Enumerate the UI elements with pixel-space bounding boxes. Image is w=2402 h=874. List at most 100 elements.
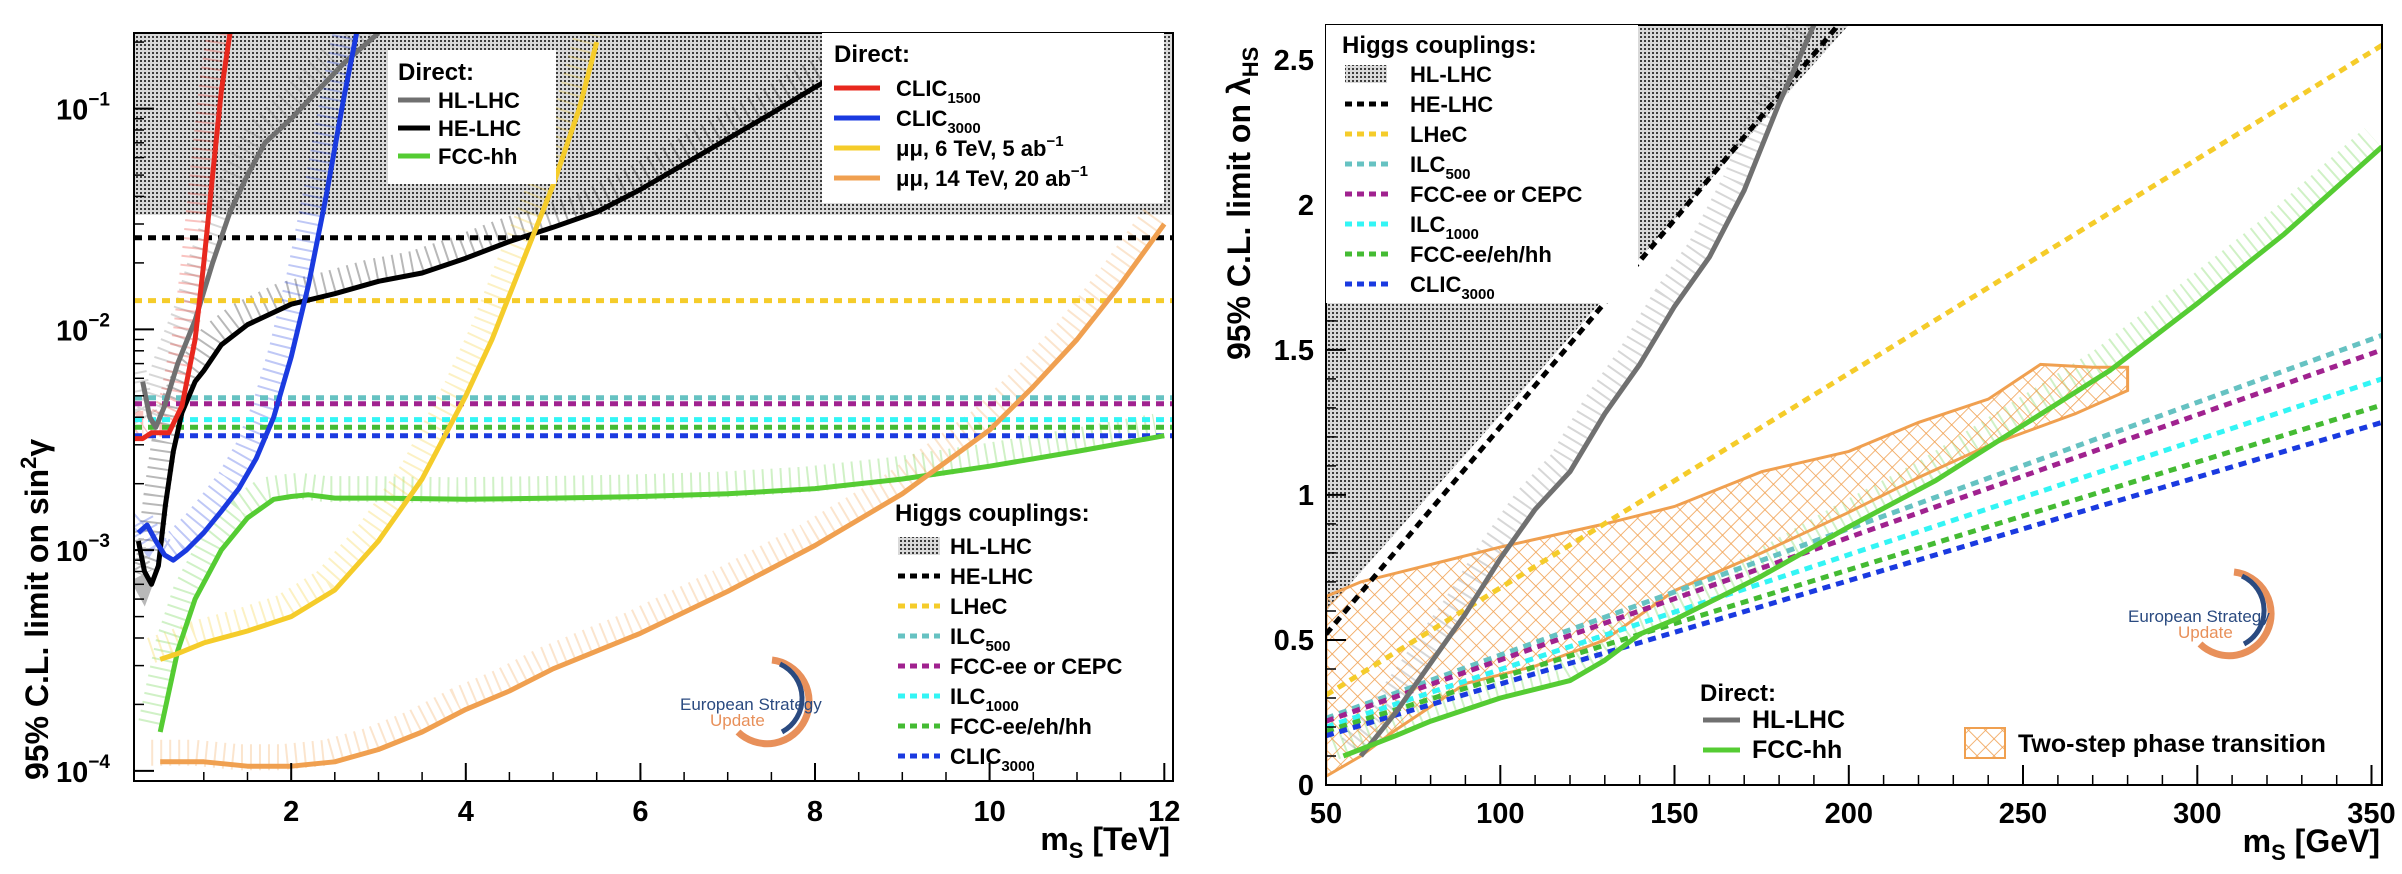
- legend-label: FCC-hh: [1752, 736, 1842, 764]
- legend-higgs-couplings: Higgs couplings: HL-LHC HE-LHC LHeC ILC500…: [895, 500, 1122, 775]
- x-axis-title: mS [TeV]: [1040, 821, 1170, 863]
- x-tick-label: 250: [1999, 798, 2047, 830]
- legend-swatch-band: [898, 537, 940, 555]
- direct-limit-curves: [134, 33, 1167, 769]
- coupling-line: [1326, 25, 1841, 636]
- logo-line-1: European Strategy: [2128, 607, 2270, 626]
- legend-label: ILC500: [1410, 152, 1470, 183]
- y-axis-title: 95% C.L. limit on λHS: [1221, 47, 1263, 360]
- x-tick-label: 12: [1148, 796, 1180, 828]
- direct-curve: [135, 33, 930, 587]
- legend-swatch-two-step: [1964, 727, 2006, 759]
- legend-label: FCC-ee/eh/hh: [950, 714, 1092, 739]
- european-strategy-logo: European Strategy Update: [680, 656, 822, 748]
- hatch-band: [147, 33, 601, 663]
- x-tick-label: 8: [807, 796, 823, 828]
- legend-swatch-band: [1345, 65, 1387, 83]
- plot-frame: [133, 32, 1174, 782]
- logo-arc-icon: [2197, 568, 2275, 660]
- legend-label: μμ, 14 TeV, 20 ab−1: [896, 163, 1088, 191]
- hatch-band: [134, 33, 924, 607]
- legend-label: HL-LHC: [1752, 706, 1845, 734]
- legend-title: Direct:: [1700, 680, 1776, 707]
- x-tick-label: 200: [1825, 798, 1873, 830]
- x-tick-label: 2: [283, 796, 299, 828]
- legend-direct-current: Direct: HL-LHC HE-LHC FCC-hh: [388, 50, 556, 184]
- legend-label: HL-LHC: [1410, 62, 1492, 87]
- x-tick-label: 150: [1650, 798, 1698, 830]
- direct-curve: [157, 433, 1165, 733]
- legend-label: HL-LHC: [950, 534, 1032, 559]
- y-tick-label: 2.5: [1274, 45, 1314, 77]
- x-tick-label: 6: [632, 796, 648, 828]
- y-tick-label: 10−2: [56, 310, 110, 347]
- legend-label: Two-step phase transition: [2018, 730, 2326, 758]
- direct-curve: [136, 33, 360, 563]
- legend-label: HL-LHC: [438, 88, 520, 113]
- coupling-line: [1326, 420, 2382, 739]
- direct-curve: [160, 222, 1167, 769]
- x-tick-label: 50: [1310, 798, 1342, 830]
- x-tick-label: 4: [458, 796, 474, 828]
- x-tick-label: 100: [1476, 798, 1524, 830]
- direct-limit-curves: [1342, 25, 2382, 759]
- legend-label: LHeC: [950, 594, 1008, 619]
- coupling-line: [1326, 402, 2382, 734]
- legend-label: FCC-hh: [438, 144, 517, 169]
- legend-title: Higgs couplings:: [895, 500, 1090, 527]
- axis-ticks: 50 100 150 200 250 300 350 0 0.5 1 1.5 2 2.5: [1274, 30, 2396, 830]
- plot-frame: [1325, 24, 2383, 786]
- legend-higgs-couplings: Higgs couplings: HL-LHC HE-LHC LHeC ILC500…: [1326, 25, 1638, 303]
- hatch-band: [151, 207, 1166, 771]
- y-tick-label: 2: [1298, 190, 1314, 222]
- legend-two-step: Two-step phase transition: [1964, 727, 2326, 759]
- legend-label: ILC1000: [1410, 212, 1479, 243]
- legend-label: HE-LHC: [438, 116, 521, 141]
- coupling-line: [1326, 43, 2382, 698]
- european-strategy-logo: European Strategy Update: [2128, 568, 2275, 660]
- legend-label: CLIC3000: [950, 744, 1035, 775]
- direct-curve: [1358, 25, 1817, 758]
- logo-arc-icon: [2240, 573, 2267, 647]
- logo-line-2: Update: [710, 711, 765, 730]
- two-step-region: [1326, 362, 2130, 779]
- hatch-band: [134, 33, 360, 567]
- x-axis-title: mS [GeV]: [2243, 823, 2380, 865]
- logo-arc-icon: [735, 656, 813, 748]
- hatch-band: [1329, 128, 2382, 760]
- legend-title: Higgs couplings:: [1342, 32, 1537, 59]
- direct-curve: [159, 41, 600, 662]
- legend-label: FCC-ee or CEPC: [1410, 182, 1582, 207]
- y-tick-label: 10−3: [56, 531, 110, 568]
- direct-curve: [1342, 144, 2382, 759]
- x-tick-label: 350: [2347, 798, 2395, 830]
- x-tick-label: 300: [2173, 798, 2221, 830]
- coupling-line: [1326, 376, 2382, 730]
- x-tick-label: 10: [973, 796, 1005, 828]
- legend-label: ILC1000: [950, 684, 1019, 715]
- legend-title: Direct:: [398, 59, 474, 86]
- legend-label: CLIC1500: [896, 76, 981, 107]
- legend-label: ILC500: [950, 624, 1010, 655]
- left-chart: 2 4 6 8 10 12 10−4 10−3 10−2 10−1 mS [TeV] 95% C.…: [16, 32, 1180, 863]
- legend-label: HE-LHC: [950, 564, 1033, 589]
- y-tick-label: 1.5: [1274, 335, 1314, 367]
- legend-label: HE-LHC: [1410, 92, 1493, 117]
- direct-curve: [140, 33, 381, 430]
- axis-ticks: 2 4 6 8 10 12 10−4 10−3 10−2 10−1: [56, 41, 1180, 828]
- coupling-line: [1326, 347, 2382, 724]
- y-tick-label: 10−1: [56, 90, 110, 127]
- y-tick-label: 0: [1298, 770, 1314, 802]
- y-axis-title: 95% C.L. limit on sin2γ: [16, 439, 55, 780]
- logo-line-1: European Strategy: [680, 695, 822, 714]
- logo-arc-icon: [778, 661, 805, 735]
- logo-line-2: Update: [2178, 623, 2233, 642]
- y-tick-label: 0.5: [1274, 625, 1314, 657]
- legend-label: CLIC3000: [896, 106, 981, 137]
- direct-curve: [134, 33, 233, 442]
- legend-label: CLIC3000: [1410, 272, 1495, 303]
- right-chart: 50 100 150 200 250 300 350 0 0.5 1 1.5 2 2.5 mS [GeV…: [1221, 24, 2396, 865]
